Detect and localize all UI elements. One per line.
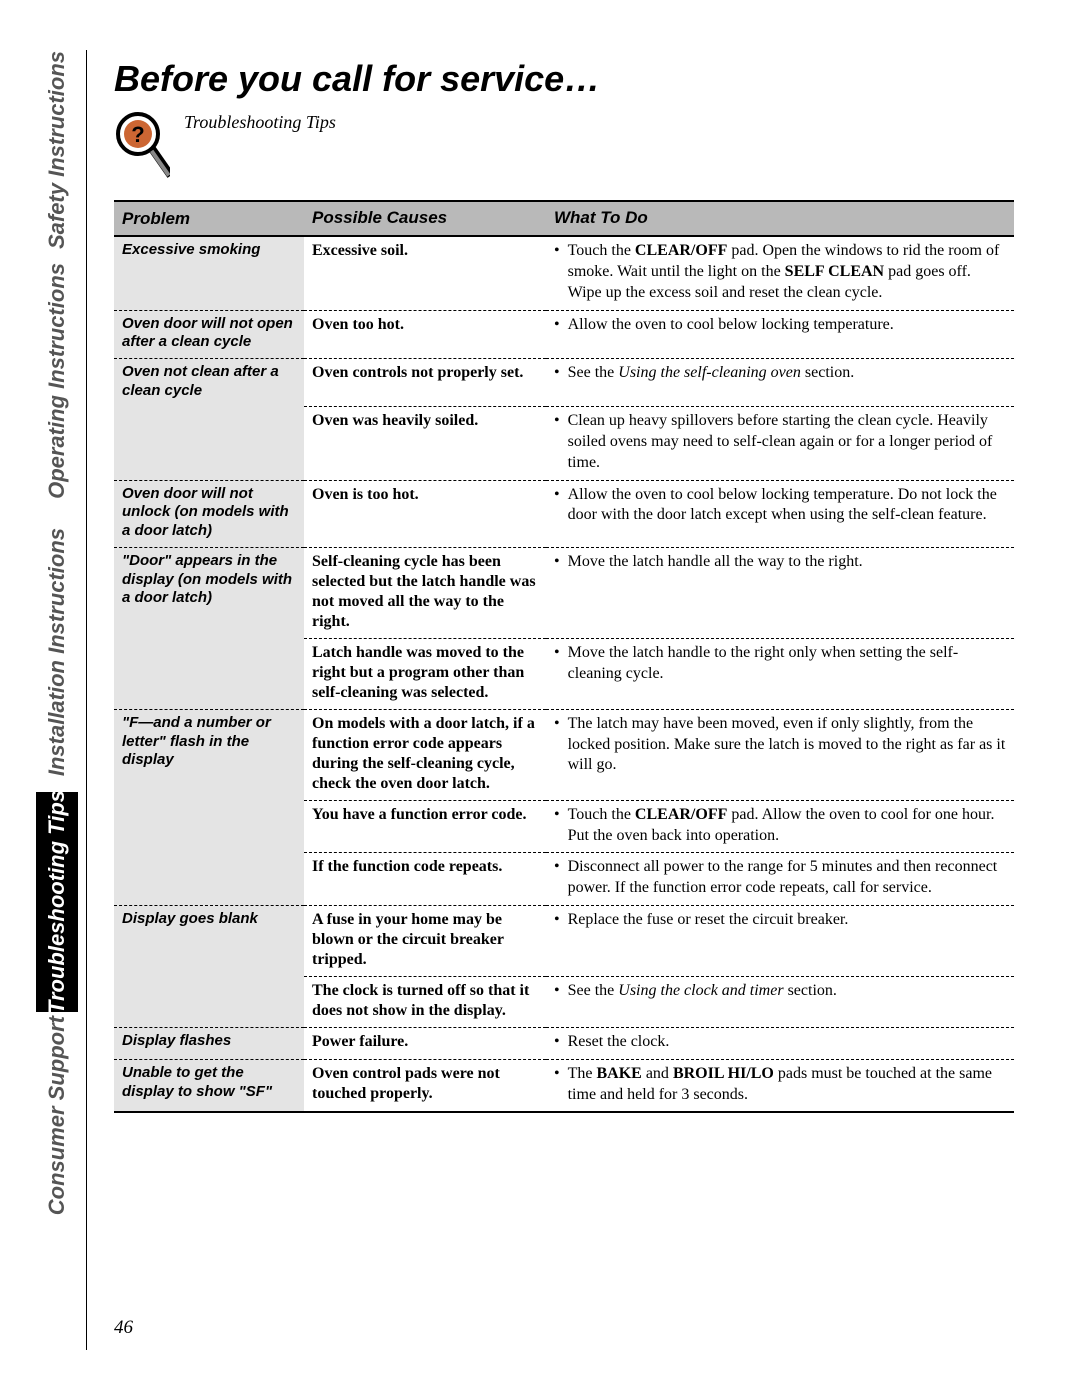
cell-problem [114, 976, 304, 1027]
page-number: 46 [114, 1317, 133, 1339]
header-todo: What To Do [546, 201, 1014, 236]
cell-problem: Excessive smoking [114, 236, 304, 310]
content-area: Before you call for service… ? Troublesh… [114, 58, 1014, 1113]
cell-cause: Excessive soil. [304, 236, 546, 310]
cell-cause: On models with a door latch, if a functi… [304, 709, 546, 800]
cell-cause: Oven was heavily soiled. [304, 407, 546, 480]
side-tab-label: Troubleshooting Tips [44, 790, 70, 1014]
table-header-row: Problem Possible Causes What To Do [114, 201, 1014, 236]
side-tab-label: Safety Instructions [44, 51, 70, 249]
cell-problem [114, 638, 304, 709]
cell-cause: Latch handle was moved to the right but … [304, 638, 546, 709]
cell-todo: Touch the CLEAR/OFF pad. Open the window… [546, 236, 1014, 310]
table-row: "Door" appears in the display (on models… [114, 547, 1014, 638]
cell-problem [114, 407, 304, 480]
table-row: Unable to get the display to show "SF"Ov… [114, 1059, 1014, 1112]
cell-cause: Oven controls not properly set. [304, 359, 546, 407]
cell-problem [114, 853, 304, 906]
table-row: Latch handle was moved to the right but … [114, 638, 1014, 709]
table-row: Oven door will not open after a clean cy… [114, 310, 1014, 359]
cell-todo: The BAKE and BROIL HI/LO pads must be to… [546, 1059, 1014, 1112]
cell-todo: Clean up heavy spillovers before startin… [546, 407, 1014, 480]
cell-todo: Move the latch handle to the right only … [546, 638, 1014, 709]
cell-todo: See the Using the clock and timer sectio… [546, 976, 1014, 1027]
table-row: Oven door will not unlock (on models wit… [114, 480, 1014, 547]
cell-cause: Oven is too hot. [304, 480, 546, 547]
cell-cause: The clock is turned off so that it does … [304, 976, 546, 1027]
svg-text:?: ? [131, 122, 144, 147]
side-tab: Installation Instructions [36, 512, 78, 792]
page-title: Before you call for service… [114, 58, 1014, 100]
cell-todo: Touch the CLEAR/OFF pad. Allow the oven … [546, 800, 1014, 853]
subtitle-row: ? Troubleshooting Tips [114, 110, 1014, 190]
table-row: Oven not clean after a clean cycleOven c… [114, 359, 1014, 407]
cell-problem: Unable to get the display to show "SF" [114, 1059, 304, 1112]
cell-problem: Oven door will not unlock (on models wit… [114, 480, 304, 547]
side-tab-label: Installation Instructions [44, 528, 70, 776]
cell-cause: Power failure. [304, 1027, 546, 1059]
table-row: Display goes blankA fuse in your home ma… [114, 905, 1014, 976]
cell-todo: The latch may have been moved, even if o… [546, 709, 1014, 800]
cell-problem: Oven door will not open after a clean cy… [114, 310, 304, 359]
side-tab-label: Operating Instructions [44, 263, 70, 499]
table-row: Oven was heavily soiled.Clean up heavy s… [114, 407, 1014, 480]
cell-cause: Oven control pads were not touched prope… [304, 1059, 546, 1112]
table-row: If the function code repeats.Disconnect … [114, 853, 1014, 906]
cell-todo: Allow the oven to cool below locking tem… [546, 480, 1014, 547]
cell-todo: Move the latch handle all the way to the… [546, 547, 1014, 638]
side-tabs: Safety Instructions Operating Instruction… [36, 50, 78, 1180]
cell-cause: Oven too hot. [304, 310, 546, 359]
cell-todo: Disconnect all power to the range for 5 … [546, 853, 1014, 906]
cell-todo: See the Using the self-cleaning oven sec… [546, 359, 1014, 407]
cell-cause: A fuse in your home may be blown or the … [304, 905, 546, 976]
cell-problem: Display flashes [114, 1027, 304, 1059]
header-problem: Problem [114, 201, 304, 236]
manual-page: Safety Instructions Operating Instruction… [0, 0, 1080, 1397]
side-tab-label: Consumer Support [44, 1016, 70, 1215]
table-row: The clock is turned off so that it does … [114, 976, 1014, 1027]
cell-problem: Display goes blank [114, 905, 304, 976]
side-tab: Operating Instructions [36, 250, 78, 512]
cell-cause: You have a function error code. [304, 800, 546, 853]
side-tab: Safety Instructions [36, 50, 78, 250]
table-row: Excessive smokingExcessive soil.Touch th… [114, 236, 1014, 310]
cell-cause: If the function code repeats. [304, 853, 546, 906]
troubleshooting-table: Problem Possible Causes What To Do Exces… [114, 200, 1014, 1113]
cell-problem: "F—and a number or letter" flash in the … [114, 709, 304, 800]
cell-problem: Oven not clean after a clean cycle [114, 359, 304, 407]
side-tab: Consumer Support [36, 1012, 78, 1220]
subtitle: Troubleshooting Tips [184, 112, 336, 133]
table-row: You have a function error code.Touch the… [114, 800, 1014, 853]
cell-todo: Reset the clock. [546, 1027, 1014, 1059]
cell-todo: Replace the fuse or reset the circuit br… [546, 905, 1014, 976]
table-row: "F—and a number or letter" flash in the … [114, 709, 1014, 800]
cell-todo: Allow the oven to cool below locking tem… [546, 310, 1014, 359]
table-row: Display flashesPower failure.Reset the c… [114, 1027, 1014, 1059]
header-causes: Possible Causes [304, 201, 546, 236]
side-tab: Troubleshooting Tips [36, 792, 78, 1012]
cell-cause: Self-cleaning cycle has been selected bu… [304, 547, 546, 638]
cell-problem [114, 800, 304, 853]
cell-problem: "Door" appears in the display (on models… [114, 547, 304, 638]
magnifier-question-icon: ? [114, 110, 170, 190]
vertical-rule [86, 50, 87, 1350]
